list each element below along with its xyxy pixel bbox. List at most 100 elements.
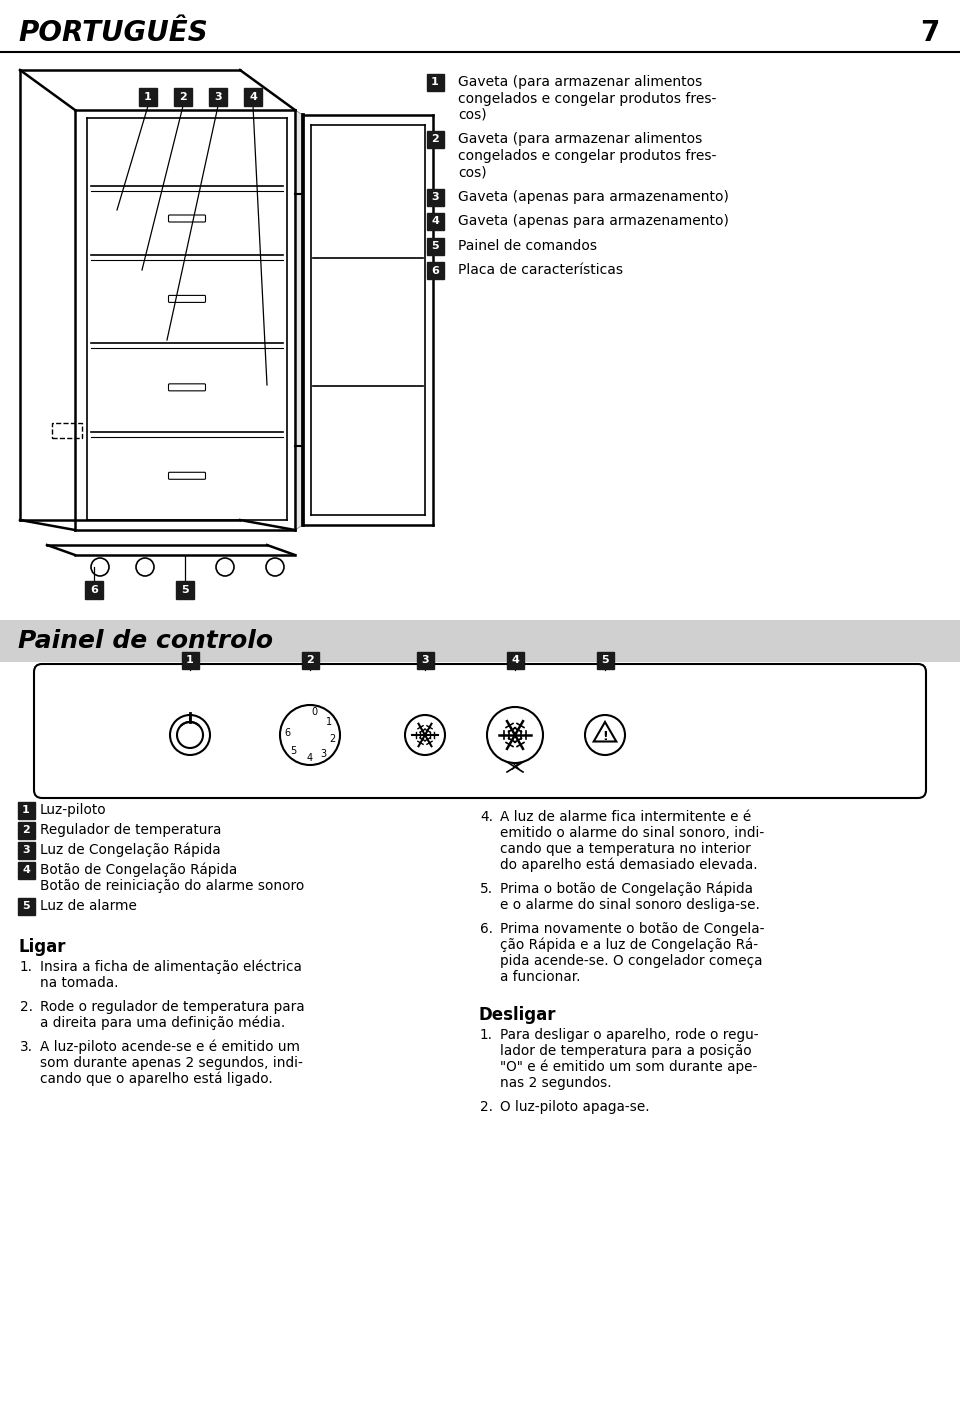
Bar <box>181 651 199 668</box>
Text: 1: 1 <box>144 92 152 102</box>
Text: emitido o alarme do sinal sonoro, indi-: emitido o alarme do sinal sonoro, indi- <box>500 826 764 840</box>
Text: 6: 6 <box>284 729 290 738</box>
Bar <box>139 88 157 106</box>
Text: 1: 1 <box>325 717 332 727</box>
Text: 5: 5 <box>291 747 297 757</box>
Text: 2: 2 <box>431 134 439 144</box>
Text: Luz de alarme: Luz de alarme <box>40 899 137 914</box>
Text: 5: 5 <box>181 585 189 594</box>
Bar <box>426 73 444 90</box>
Bar <box>17 842 35 858</box>
Text: som durante apenas 2 segundos, indi-: som durante apenas 2 segundos, indi- <box>40 1056 302 1070</box>
Text: pida acende-se. O congelador começa: pida acende-se. O congelador começa <box>500 955 762 969</box>
Bar <box>0 620 960 662</box>
Text: 5: 5 <box>431 241 439 251</box>
Bar <box>17 802 35 819</box>
FancyBboxPatch shape <box>169 384 205 391</box>
Text: Botão de reiniciação do alarme sonoro: Botão de reiniciação do alarme sonoro <box>40 880 304 892</box>
Text: 1: 1 <box>186 655 194 665</box>
FancyBboxPatch shape <box>169 472 205 479</box>
Text: 3: 3 <box>22 844 30 856</box>
Text: PORTUGUÊS: PORTUGUÊS <box>18 18 207 47</box>
Text: A luz de alarme fica intermitente e é: A luz de alarme fica intermitente e é <box>500 810 752 825</box>
Bar <box>596 651 613 668</box>
Text: 5: 5 <box>22 901 30 911</box>
Text: 3.: 3. <box>20 1041 33 1053</box>
Text: congelados e congelar produtos fres-: congelados e congelar produtos fres- <box>458 92 716 106</box>
Bar <box>17 861 35 878</box>
Text: 6: 6 <box>90 585 98 594</box>
Text: 3: 3 <box>431 192 439 202</box>
Text: Gaveta (para armazenar alimentos: Gaveta (para armazenar alimentos <box>458 75 703 89</box>
Text: 3: 3 <box>214 92 222 102</box>
Bar <box>174 88 192 106</box>
Bar <box>426 213 444 230</box>
Text: 2.: 2. <box>480 1100 493 1114</box>
FancyBboxPatch shape <box>52 422 82 438</box>
Bar <box>426 237 444 254</box>
Bar <box>176 580 194 599</box>
Text: Ligar: Ligar <box>18 938 65 956</box>
Text: Insira a ficha de alimentação eléctrica: Insira a ficha de alimentação eléctrica <box>40 960 301 974</box>
Text: 4: 4 <box>22 866 30 875</box>
Bar <box>417 651 434 668</box>
Text: 1.: 1. <box>20 960 33 974</box>
Text: cos): cos) <box>458 165 487 179</box>
Text: 1: 1 <box>431 78 439 88</box>
Polygon shape <box>295 110 303 530</box>
Text: e o alarme do sinal sonoro desliga-se.: e o alarme do sinal sonoro desliga-se. <box>500 898 760 912</box>
FancyBboxPatch shape <box>34 664 926 798</box>
Text: 4: 4 <box>431 216 439 226</box>
Text: Painel de comandos: Painel de comandos <box>458 239 597 253</box>
Text: O luz-piloto apaga-se.: O luz-piloto apaga-se. <box>500 1100 650 1114</box>
Text: 2.: 2. <box>20 1000 33 1014</box>
Text: Luz de Congelação Rápida: Luz de Congelação Rápida <box>40 843 221 857</box>
Bar <box>209 88 227 106</box>
Text: !: ! <box>602 730 608 743</box>
Bar <box>17 822 35 839</box>
Bar <box>426 131 444 148</box>
Text: congelados e congelar produtos fres-: congelados e congelar produtos fres- <box>458 150 716 162</box>
Bar <box>301 651 319 668</box>
Polygon shape <box>593 722 616 741</box>
Text: Luz-piloto: Luz-piloto <box>40 803 107 818</box>
Text: 2: 2 <box>180 92 187 102</box>
Text: 4: 4 <box>307 753 313 762</box>
Text: 6.: 6. <box>480 922 493 936</box>
Text: Regulador de temperatura: Regulador de temperatura <box>40 823 222 837</box>
Text: Prima novamente o botão de Congela-: Prima novamente o botão de Congela- <box>500 922 764 936</box>
Text: cando que a temperatura no interior: cando que a temperatura no interior <box>500 842 751 856</box>
Text: lador de temperatura para a posição: lador de temperatura para a posição <box>500 1043 752 1058</box>
Text: 4.: 4. <box>480 810 493 825</box>
Bar <box>426 188 444 206</box>
Text: 3: 3 <box>320 748 326 758</box>
Text: a funcionar.: a funcionar. <box>500 970 581 984</box>
Bar <box>426 263 444 280</box>
Text: Prima o botão de Congelação Rápida: Prima o botão de Congelação Rápida <box>500 882 753 897</box>
FancyBboxPatch shape <box>169 215 205 222</box>
Bar <box>507 651 523 668</box>
Text: 2: 2 <box>22 825 30 834</box>
Text: Gaveta (para armazenar alimentos: Gaveta (para armazenar alimentos <box>458 133 703 147</box>
Text: 2: 2 <box>306 655 314 665</box>
Text: 1: 1 <box>22 805 30 815</box>
Text: 0: 0 <box>311 707 317 717</box>
Text: Botão de Congelação Rápida: Botão de Congelação Rápida <box>40 863 237 877</box>
Text: Placa de características: Placa de características <box>458 264 623 278</box>
Text: Gaveta (apenas para armazenamento): Gaveta (apenas para armazenamento) <box>458 191 729 203</box>
Text: do aparelho está demasiado elevada.: do aparelho está demasiado elevada. <box>500 858 757 873</box>
Text: ção Rápida e a luz de Congelação Rá-: ção Rápida e a luz de Congelação Rá- <box>500 938 758 953</box>
Text: "O" e é emitido um som durante ape-: "O" e é emitido um som durante ape- <box>500 1060 757 1075</box>
Text: 2: 2 <box>329 734 336 744</box>
Text: 4: 4 <box>511 655 519 665</box>
Text: 5.: 5. <box>480 882 493 897</box>
Text: na tomada.: na tomada. <box>40 976 118 990</box>
Bar <box>85 580 103 599</box>
Text: 1.: 1. <box>480 1028 493 1042</box>
FancyBboxPatch shape <box>169 295 205 302</box>
Text: ✕: ✕ <box>509 760 521 774</box>
Bar <box>17 898 35 915</box>
Text: A luz-piloto acende-se e é emitido um: A luz-piloto acende-se e é emitido um <box>40 1041 300 1055</box>
Bar <box>244 88 262 106</box>
Text: Desligar: Desligar <box>478 1005 556 1024</box>
